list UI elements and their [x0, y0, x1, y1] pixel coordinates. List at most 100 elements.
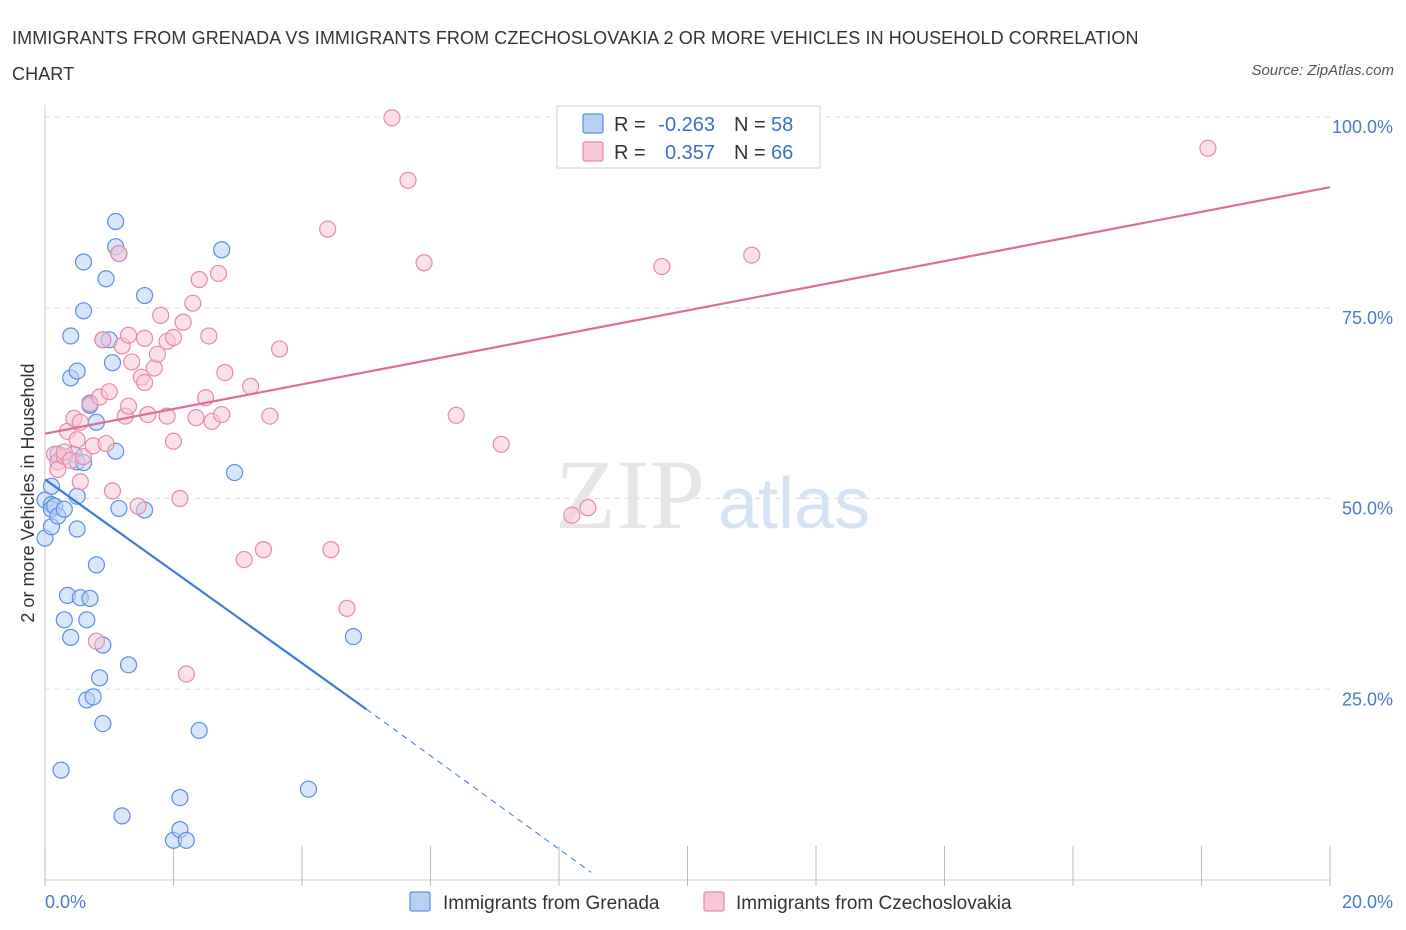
point-czechoslovakia	[338, 599, 356, 617]
point-grenada	[52, 761, 70, 779]
point-czechoslovakia	[653, 257, 671, 276]
point-czechoslovakia	[1199, 139, 1217, 157]
point-czechoslovakia	[100, 383, 118, 401]
point-czechoslovakia	[174, 313, 192, 331]
legend-r-label: R =	[614, 142, 646, 164]
point-grenada	[119, 656, 138, 674]
point-grenada	[135, 286, 154, 305]
y-tick-label: 50.0%	[1342, 499, 1393, 519]
point-czechoslovakia	[94, 331, 112, 349]
legend-r-value: -0.263	[658, 114, 715, 136]
point-czechoslovakia	[563, 506, 581, 524]
legend-n-value: 58	[771, 114, 793, 136]
chart-source: Source: ZipAtlas.com	[1251, 62, 1394, 79]
legend-r-label: R =	[614, 114, 646, 136]
point-czechoslovakia	[743, 246, 761, 264]
point-grenada	[68, 362, 86, 380]
point-czechoslovakia	[399, 171, 417, 189]
point-czechoslovakia	[447, 406, 465, 424]
point-grenada	[74, 302, 93, 320]
trend-line-extension	[365, 708, 592, 873]
legend-n-label: N =	[734, 114, 766, 136]
y-tick-label: 100.0%	[1332, 117, 1393, 137]
watermark-zip: ZIP	[555, 439, 705, 550]
point-czechoslovakia	[164, 328, 183, 347]
point-grenada	[299, 780, 318, 798]
point-czechoslovakia	[129, 497, 147, 515]
point-czechoslovakia	[209, 264, 228, 283]
series-czechoslovakia-points	[46, 109, 1217, 683]
point-grenada	[190, 721, 208, 740]
point-czechoslovakia	[74, 447, 93, 466]
x-tick-labels: 0.0% 20.0%	[45, 892, 1393, 912]
point-grenada	[110, 499, 128, 518]
point-czechoslovakia	[184, 294, 202, 312]
grid-lines	[45, 116, 1330, 690]
point-grenada	[344, 628, 362, 646]
point-grenada	[62, 327, 80, 345]
axes	[44, 105, 1331, 886]
point-czechoslovakia	[415, 254, 433, 272]
point-czechoslovakia	[383, 109, 401, 127]
series-legend: Immigrants from Grenada Immigrants from …	[409, 891, 1012, 914]
point-grenada	[171, 788, 189, 807]
point-czechoslovakia	[216, 364, 234, 382]
trend-line-grenada	[44, 478, 367, 710]
legend-swatch-czechoslovakia	[703, 891, 725, 912]
trend-lines	[44, 186, 1331, 873]
watermark-atlas: atlas	[718, 464, 870, 544]
y-tick-label: 75.0%	[1342, 308, 1393, 328]
y-axis-title: 2 or more Vehicles in Household	[18, 363, 38, 622]
point-czechoslovakia	[579, 499, 597, 517]
point-czechoslovakia	[103, 482, 122, 500]
point-grenada	[78, 611, 96, 629]
point-grenada	[55, 500, 73, 518]
point-grenada	[103, 354, 122, 372]
point-grenada	[107, 212, 125, 231]
legend-r-value: 0.357	[665, 142, 715, 164]
point-czechoslovakia	[164, 432, 183, 450]
point-grenada	[113, 807, 131, 825]
point-czechoslovakia	[171, 489, 189, 508]
point-czechoslovakia	[119, 326, 138, 344]
point-grenada	[62, 628, 80, 646]
point-czechoslovakia	[152, 306, 170, 324]
point-czechoslovakia	[187, 409, 205, 427]
point-czechoslovakia	[322, 541, 340, 559]
point-grenada	[213, 241, 231, 259]
legend-swatch-grenada	[409, 891, 431, 912]
point-czechoslovakia	[177, 665, 195, 683]
correlation-legend: R = -0.263 N = 58 R = 0.357 N = 66	[556, 105, 821, 169]
point-czechoslovakia	[87, 632, 106, 650]
point-czechoslovakia	[97, 434, 115, 453]
legend-series-grenada: Immigrants from Grenada	[443, 893, 660, 914]
point-czechoslovakia	[123, 353, 141, 371]
point-czechoslovakia	[270, 340, 289, 358]
point-czechoslovakia	[261, 407, 279, 425]
point-czechoslovakia	[242, 377, 260, 395]
point-grenada	[177, 831, 195, 849]
point-grenada	[84, 688, 102, 706]
point-grenada	[97, 270, 115, 288]
point-grenada	[55, 611, 73, 629]
chart-title: IMMIGRANTS FROM GRENADA VS IMMIGRANTS FR…	[12, 28, 1139, 84]
y-tick-label: 25.0%	[1342, 689, 1393, 709]
point-czechoslovakia	[492, 435, 510, 453]
legend-n-label: N =	[734, 142, 766, 164]
legend-n-value: 66	[771, 142, 793, 164]
point-czechoslovakia	[190, 270, 208, 289]
point-grenada	[81, 589, 99, 608]
point-grenada	[68, 520, 86, 538]
legend-swatch-czechoslovakia	[582, 141, 604, 162]
point-czechoslovakia	[319, 220, 337, 238]
point-czechoslovakia	[68, 431, 86, 449]
x-tick-label: 0.0%	[45, 892, 86, 912]
point-grenada	[91, 669, 109, 687]
point-czechoslovakia	[135, 329, 154, 347]
x-tick-label: 20.0%	[1342, 892, 1393, 912]
point-czechoslovakia	[200, 327, 218, 345]
point-czechoslovakia	[71, 473, 89, 491]
point-czechoslovakia	[110, 244, 128, 263]
point-czechoslovakia	[235, 550, 253, 569]
point-grenada	[87, 556, 106, 574]
